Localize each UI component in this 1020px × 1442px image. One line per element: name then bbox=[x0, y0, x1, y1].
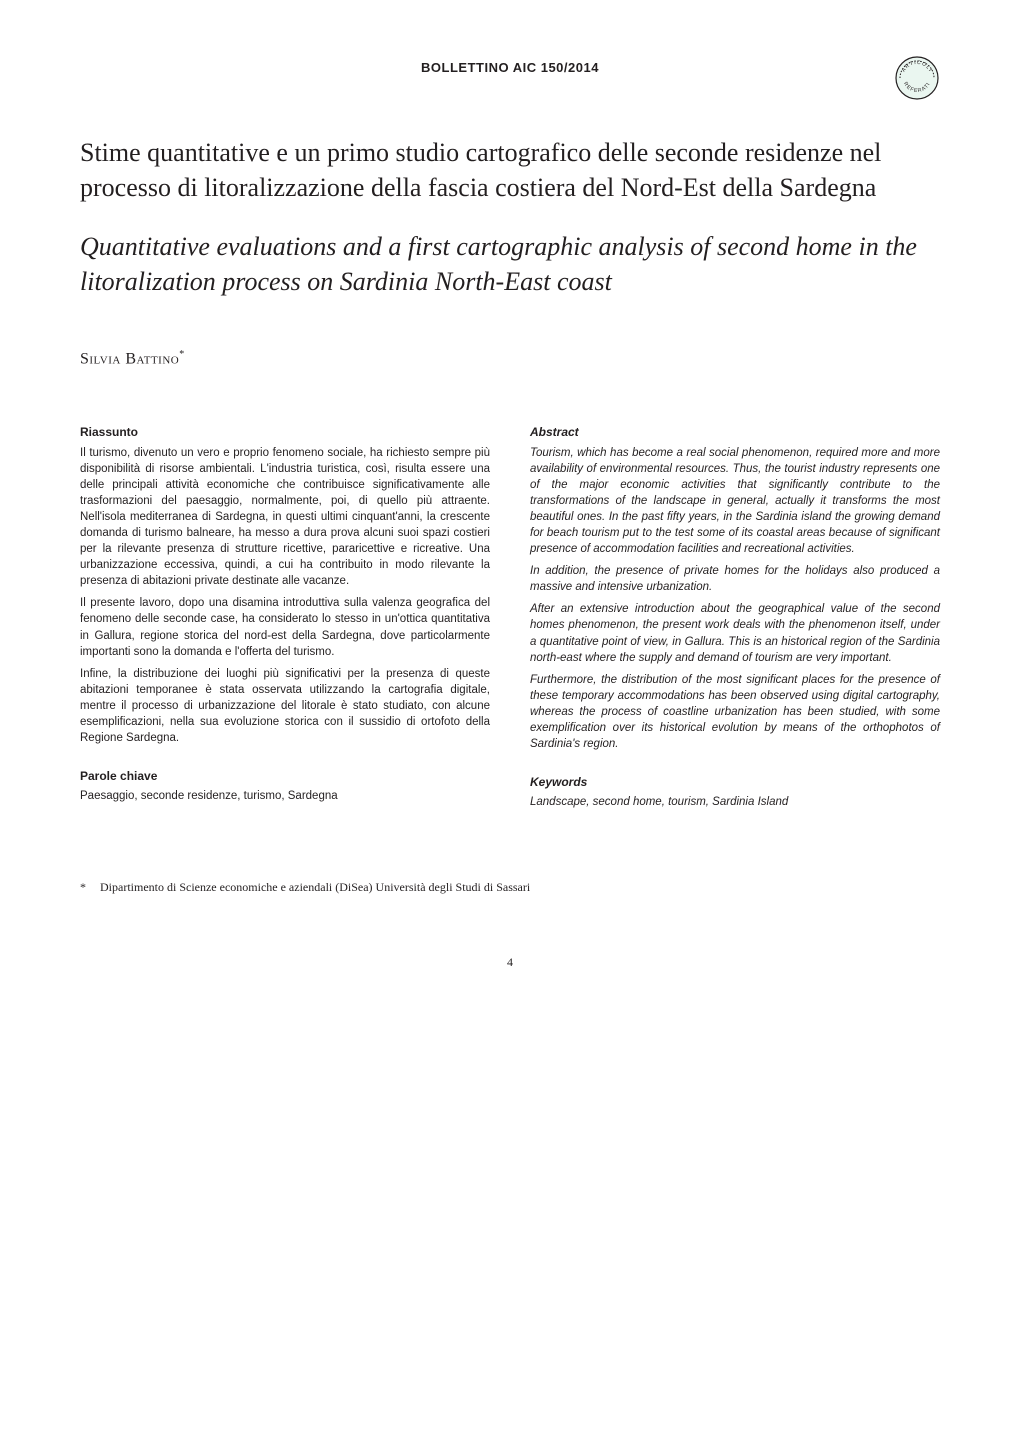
abstract-para-it: Il presente lavoro, dopo una disamina in… bbox=[80, 595, 490, 659]
abstract-heading-en: Abstract bbox=[530, 424, 940, 441]
abstract-column-it: Riassunto Il turismo, divenuto un vero e… bbox=[80, 424, 490, 810]
abstract-para-en: Tourism, which has become a real social … bbox=[530, 445, 940, 558]
title-block: Stime quantitative e un primo studio car… bbox=[80, 135, 940, 299]
footnote-marker: * bbox=[80, 880, 100, 895]
referee-badge-icon: ARTICOLI REFERATI bbox=[894, 55, 940, 101]
abstract-heading-it: Riassunto bbox=[80, 424, 490, 441]
title-english: Quantitative evaluations and a first car… bbox=[80, 229, 940, 299]
abstract-para-en: In addition, the presence of private hom… bbox=[530, 563, 940, 595]
abstract-para-en: Furthermore, the distribution of the mos… bbox=[530, 672, 940, 752]
page-number: 4 bbox=[80, 955, 940, 970]
author-footnote-marker: * bbox=[179, 349, 185, 360]
footnote-text: Dipartimento di Scienze economiche e azi… bbox=[100, 880, 530, 894]
author-name: Silvia Battino bbox=[80, 351, 179, 368]
keywords-section-it: Parole chiave Paesaggio, seconde residen… bbox=[80, 768, 490, 804]
keywords-section-en: Keywords Landscape, second home, tourism… bbox=[530, 774, 940, 810]
journal-header: BOLLETTINO AIC 150/2014 bbox=[80, 60, 940, 75]
keywords-label-it: Parole chiave bbox=[80, 768, 490, 785]
keywords-text-en: Landscape, second home, tourism, Sardini… bbox=[530, 794, 940, 810]
keywords-text-it: Paesaggio, seconde residenze, turismo, S… bbox=[80, 788, 490, 804]
abstract-columns: Riassunto Il turismo, divenuto un vero e… bbox=[80, 424, 940, 810]
author-line: Silvia Battino* bbox=[80, 349, 940, 368]
keywords-label-en: Keywords bbox=[530, 774, 940, 791]
abstract-para-it: Infine, la distribuzione dei luoghi più … bbox=[80, 666, 490, 746]
affiliation-footnote: *Dipartimento di Scienze economiche e az… bbox=[80, 880, 940, 895]
abstract-para-en: After an extensive introduction about th… bbox=[530, 601, 940, 665]
abstract-para-it: Il turismo, divenuto un vero e proprio f… bbox=[80, 445, 490, 590]
title-italian: Stime quantitative e un primo studio car… bbox=[80, 135, 940, 205]
abstract-column-en: Abstract Tourism, which has become a rea… bbox=[530, 424, 940, 810]
